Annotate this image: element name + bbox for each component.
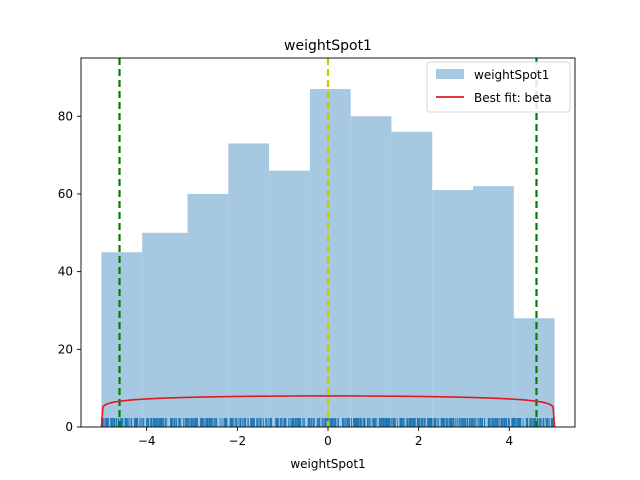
- x-tick-label: 4: [505, 434, 513, 448]
- histogram-bar: [309, 89, 351, 428]
- histogram-bar: [513, 318, 555, 427]
- histogram-bar: [269, 170, 310, 428]
- reference-lines: [118, 58, 538, 427]
- y-tick-label: 40: [58, 265, 73, 279]
- histogram-bar: [228, 143, 270, 427]
- x-axis-ticks: −4 −2 0 2 4: [138, 427, 513, 448]
- x-tick-label: −4: [138, 434, 156, 448]
- y-tick-label: 80: [58, 109, 73, 123]
- y-tick-label: 60: [58, 187, 73, 201]
- rug-marks: [101, 418, 555, 427]
- x-axis-label: weightSpot1: [290, 457, 365, 471]
- x-tick-label: 2: [415, 434, 423, 448]
- x-tick-label: 0: [324, 434, 332, 448]
- histogram-bar: [187, 193, 229, 427]
- x-tick-label: −2: [229, 434, 247, 448]
- histogram-bar: [101, 252, 143, 427]
- fit-curve: [100, 395, 556, 428]
- histogram-bar: [142, 232, 188, 427]
- histogram-bar: [350, 116, 392, 428]
- y-tick-label: 20: [58, 342, 73, 356]
- legend-patch-swatch: [436, 69, 464, 79]
- y-tick-label: 0: [65, 420, 73, 434]
- legend: weightSpot1 Best fit: beta: [426, 61, 571, 113]
- y-axis-ticks: 0 20 40 60 80: [58, 109, 81, 434]
- histogram-bar: [432, 190, 474, 427]
- histogram-bar: [391, 131, 433, 428]
- histogram-bar: [473, 186, 514, 427]
- histogram-bars: [101, 89, 555, 428]
- legend-label-histogram: weightSpot1: [474, 68, 549, 82]
- chart-title: weightSpot1: [284, 38, 372, 54]
- legend-label-fit: Best fit: beta: [474, 91, 552, 105]
